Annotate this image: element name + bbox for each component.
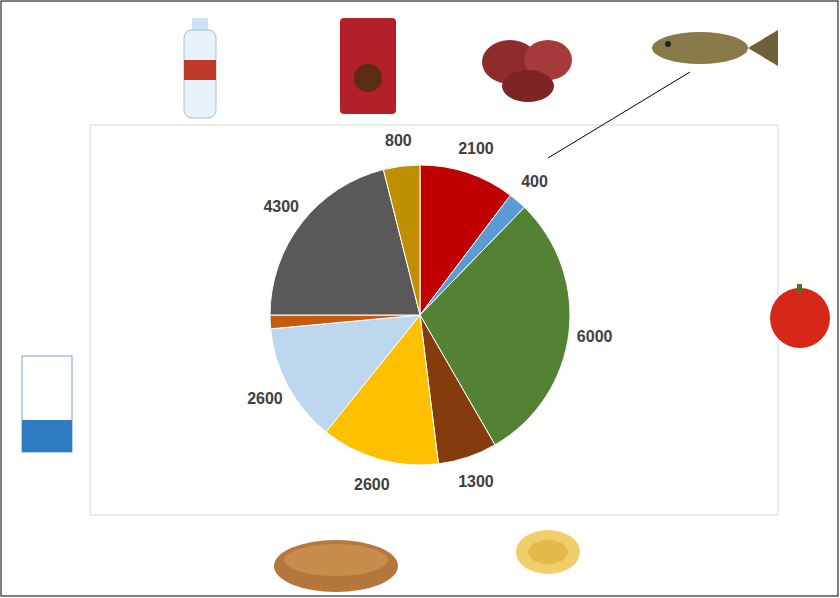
- svg-text:2100: 2100: [458, 140, 494, 157]
- svg-text:4300: 4300: [263, 198, 299, 215]
- svg-text:1300: 1300: [458, 473, 494, 490]
- svg-text:400: 400: [521, 173, 548, 190]
- svg-text:2600: 2600: [247, 390, 283, 407]
- svg-text:800: 800: [385, 132, 412, 149]
- svg-text:6000: 6000: [577, 328, 613, 345]
- svg-text:2600: 2600: [354, 476, 390, 493]
